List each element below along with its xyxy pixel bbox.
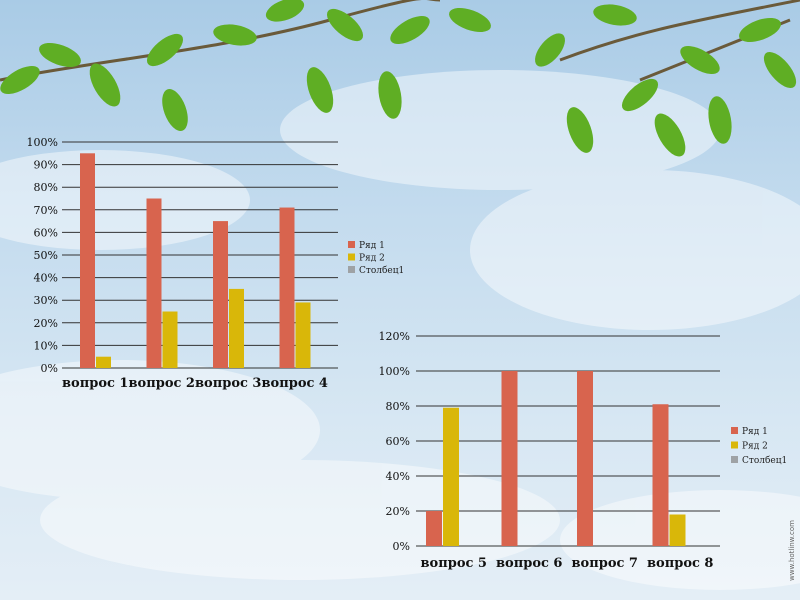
legend-label: Столбец1 (359, 265, 404, 276)
legend-label: Ряд 2 (359, 254, 385, 264)
bar-1-2 (146, 198, 162, 368)
legend-swatch (348, 266, 355, 273)
y-tick-label: 90% (34, 159, 58, 172)
legend-label: Ряд 1 (742, 427, 768, 437)
y-tick-label: 120% (379, 330, 410, 343)
bar-1-1 (426, 511, 442, 546)
y-tick-label: 60% (386, 435, 410, 448)
y-tick-label: 80% (386, 400, 410, 413)
legend-label: Ряд 1 (359, 241, 385, 251)
x-category-label: вопрос 4 (262, 376, 328, 391)
bar-2-3 (229, 288, 244, 368)
y-tick-label: 0% (41, 362, 58, 375)
legend-swatch (348, 253, 355, 261)
bar-2-4 (669, 514, 686, 546)
legend-swatch (731, 456, 738, 463)
bar-2-1 (443, 407, 459, 546)
watermark: www.hotlinw.com (788, 520, 796, 581)
bar-1-2 (501, 371, 518, 546)
x-category-label: вопрос 3 (195, 376, 261, 391)
y-tick-label: 80% (34, 181, 58, 194)
x-category-label: вопрос 6 (496, 556, 562, 571)
legend-swatch (348, 241, 355, 248)
y-tick-label: 60% (34, 226, 58, 239)
bar-1-3 (213, 221, 228, 368)
y-tick-label: 70% (34, 204, 58, 217)
y-tick-label: 10% (34, 339, 58, 352)
bar-2-1 (96, 356, 111, 368)
bar-2-2 (162, 311, 178, 368)
y-tick-label: 30% (34, 294, 58, 307)
y-tick-label: 20% (386, 505, 410, 518)
leaves (0, 0, 797, 157)
bar-1-4 (279, 207, 295, 368)
y-tick-label: 20% (34, 317, 58, 330)
y-tick-label: 100% (379, 365, 410, 378)
x-category-label: вопрос 7 (572, 556, 638, 571)
legend-swatch (731, 441, 738, 449)
y-tick-label: 100% (27, 136, 58, 149)
x-category-label: вопрос 5 (421, 556, 487, 571)
legend-label: Столбец1 (742, 455, 787, 466)
legend-swatch (731, 427, 738, 434)
y-tick-label: 50% (34, 249, 58, 262)
x-category-label: вопрос 1 (62, 376, 128, 391)
legend-label: Ряд 2 (742, 442, 768, 452)
x-category-label: вопрос 2 (129, 376, 195, 391)
bar-1-4 (652, 404, 669, 546)
x-category-label: вопрос 8 (647, 556, 713, 571)
bar-2-4 (295, 302, 311, 368)
y-tick-label: 40% (34, 272, 58, 285)
bar-1-1 (80, 153, 95, 368)
y-tick-label: 40% (386, 470, 410, 483)
bar-1-3 (577, 371, 593, 546)
y-tick-label: 0% (393, 540, 410, 553)
